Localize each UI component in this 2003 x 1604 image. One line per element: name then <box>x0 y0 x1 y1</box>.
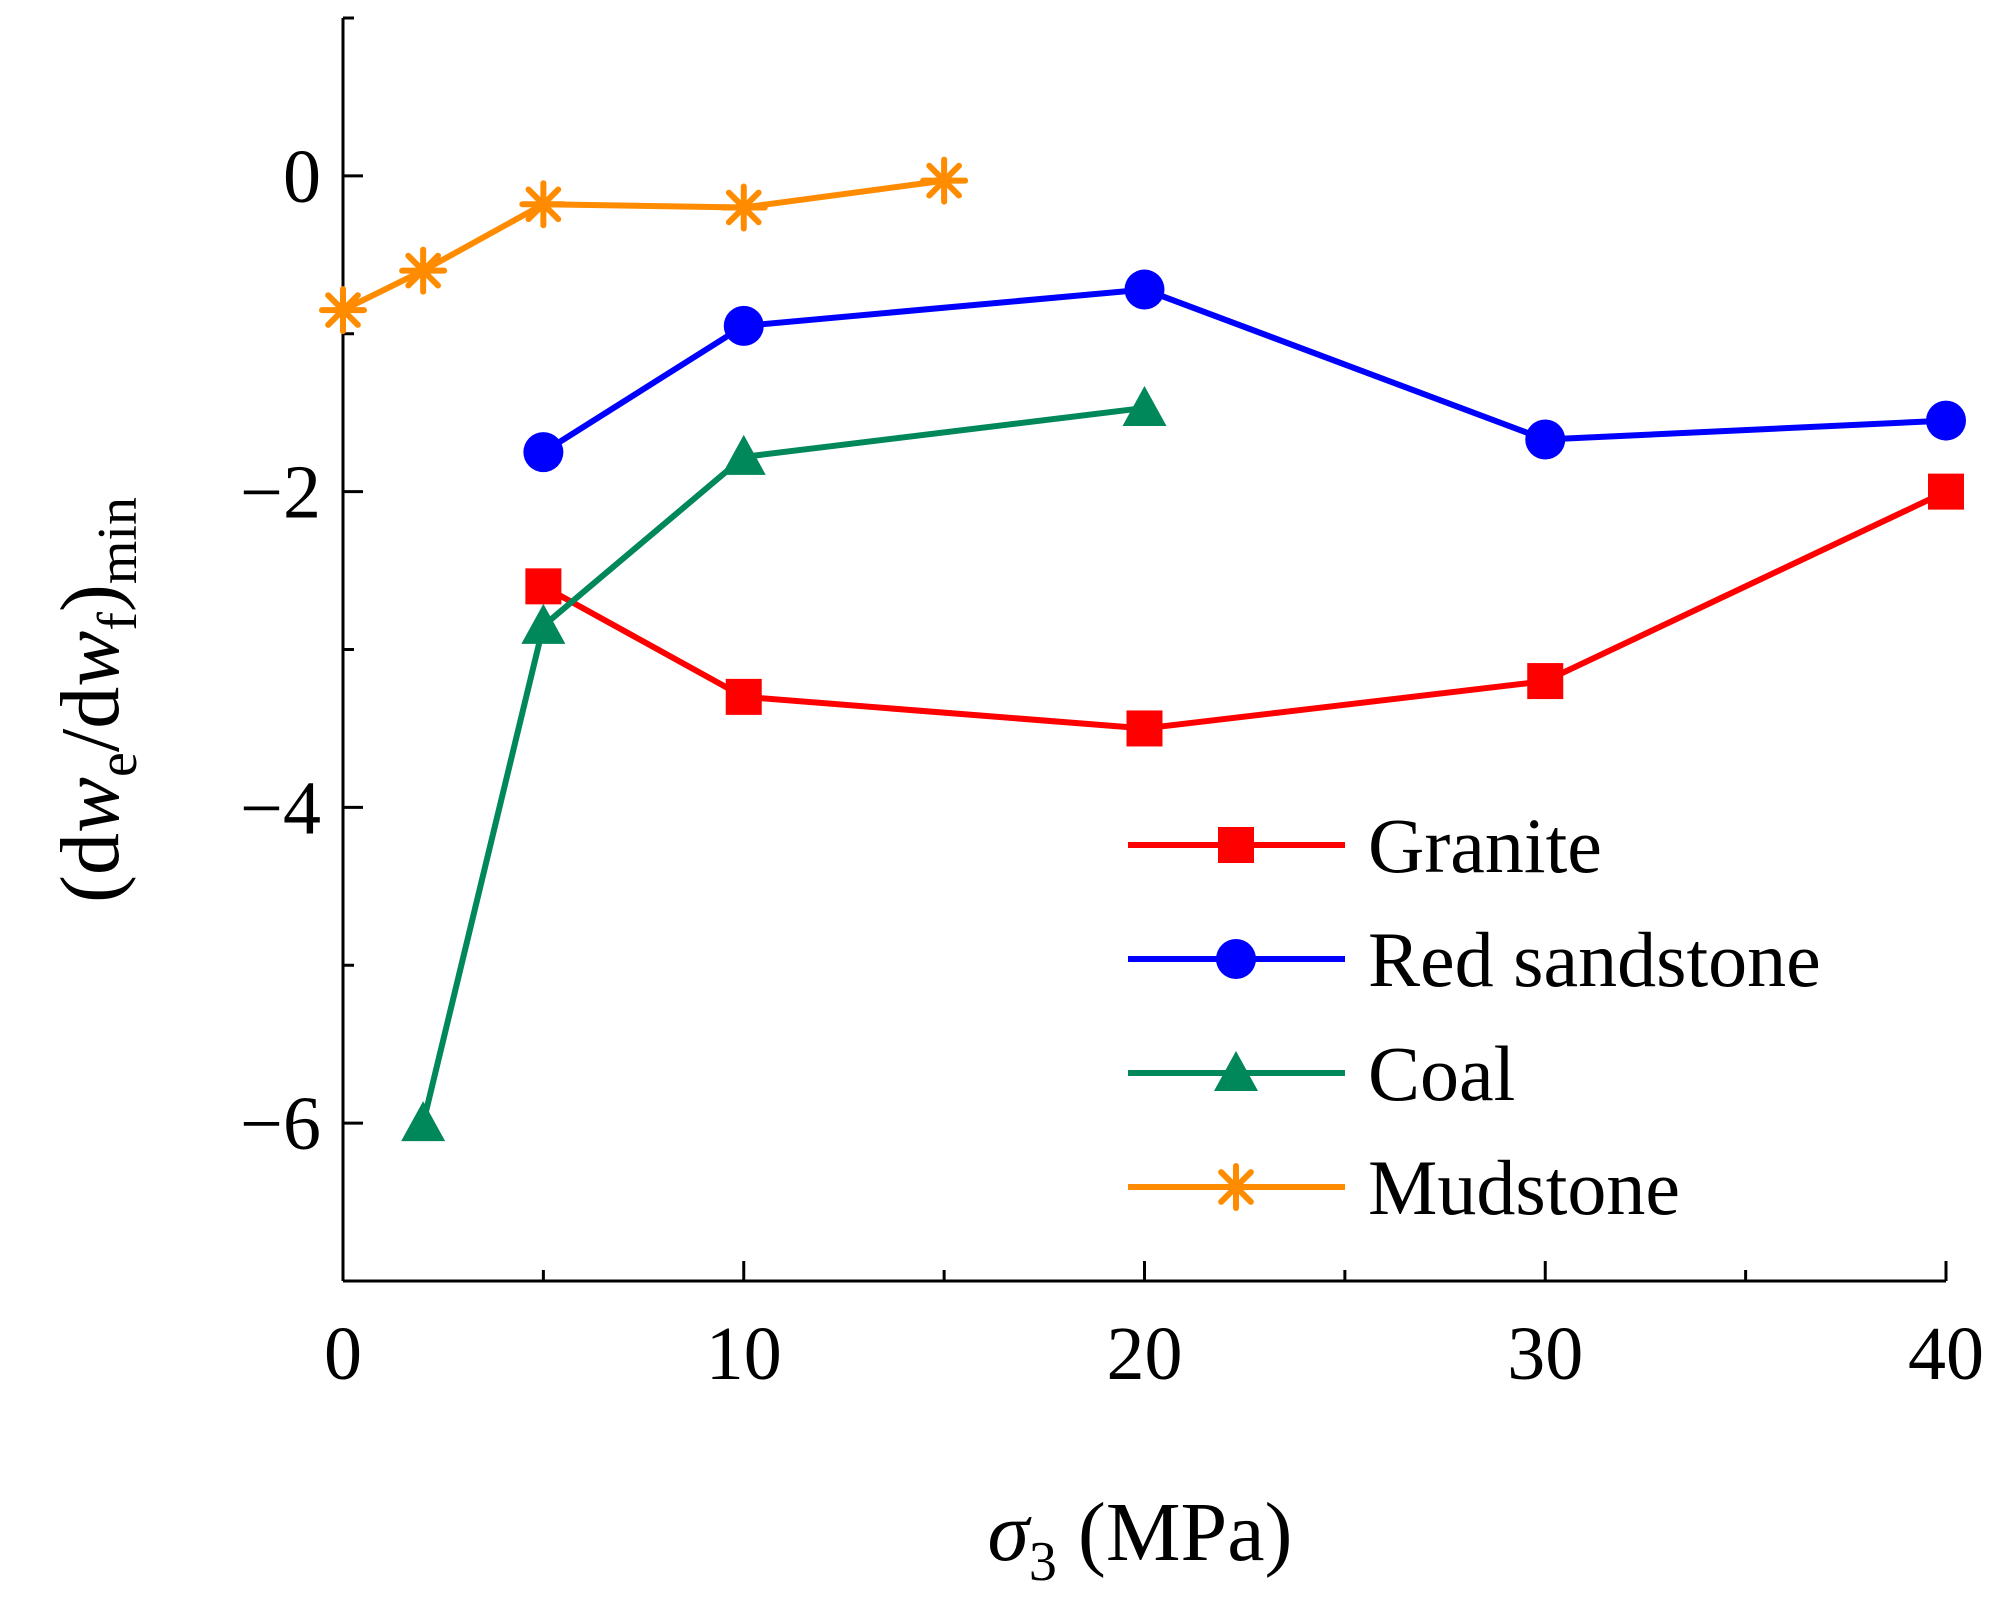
legend-item-granite: Granite <box>1128 802 1602 889</box>
data-point-coal <box>521 603 566 644</box>
x-title-symbol: σ <box>987 1486 1032 1579</box>
x-axis-title: σ3 (MPa) <box>987 1486 1292 1593</box>
data-point-red-sandstone <box>723 305 764 346</box>
series-coal <box>401 385 1167 1142</box>
legend-label: Granite <box>1368 802 1602 889</box>
data-point-red-sandstone <box>523 432 564 473</box>
axis-ticks <box>341 16 1948 1283</box>
data-point-coal <box>1122 385 1167 426</box>
data-point-granite <box>525 568 562 605</box>
legend-label: Red sandstone <box>1368 916 1821 1003</box>
data-point-red-sandstone <box>1926 400 1966 441</box>
y-tick-label: −4 <box>240 766 321 850</box>
x-tick-label: 20 <box>1107 1312 1183 1396</box>
y-tick-label: −2 <box>240 451 321 535</box>
x-tick-label: 0 <box>324 1312 362 1396</box>
data-point-red-sandstone <box>1124 269 1165 310</box>
data-point-granite <box>1527 663 1564 700</box>
x-tick-label: 10 <box>706 1312 782 1396</box>
data-point-mudstone <box>719 183 768 232</box>
legend-item-mudstone: Mudstone <box>1128 1144 1680 1231</box>
data-point-mudstone <box>920 156 969 205</box>
y-tick-label: −6 <box>240 1082 321 1166</box>
series-red-sandstone <box>523 269 1966 473</box>
legend-label: Coal <box>1368 1030 1515 1117</box>
series-layer <box>319 156 1966 1142</box>
legend-marker <box>1212 1163 1260 1211</box>
y-axis-title: (dwe/dwf)min <box>44 497 149 903</box>
legend-marker <box>1214 1051 1258 1091</box>
data-point-coal <box>401 1101 446 1142</box>
data-point-granite <box>1126 710 1163 747</box>
data-point-mudstone <box>519 180 568 229</box>
data-point-coal <box>721 434 766 475</box>
x-tick-label: 30 <box>1507 1312 1583 1396</box>
legend-marker <box>1218 827 1254 863</box>
legend-item-red-sandstone: Red sandstone <box>1128 916 1821 1003</box>
data-point-granite <box>725 678 762 715</box>
data-point-red-sandstone <box>1525 419 1566 460</box>
series-mudstone <box>319 156 969 335</box>
data-point-mudstone <box>399 246 448 295</box>
legend: Granite Red sandstone Coal Mudstone <box>1128 802 1821 1231</box>
y-tick-label: 0 <box>283 135 321 219</box>
data-point-mudstone <box>319 286 367 335</box>
series-granite <box>525 473 1964 747</box>
series-line-mudstone <box>341 177 945 313</box>
series-line-coal <box>420 404 1145 1124</box>
x-title-unit: (MPa) <box>1057 1486 1293 1579</box>
legend-marker <box>1216 939 1256 979</box>
x-title-subscript: 3 <box>1029 1531 1057 1593</box>
legend-label: Mudstone <box>1368 1144 1680 1231</box>
data-point-granite <box>1928 473 1964 510</box>
tick-labels: 0 10 20 30 40 0 −2 −4 −6 <box>240 135 1984 1396</box>
x-tick-label: 40 <box>1908 1312 1984 1396</box>
legend-item-coal: Coal <box>1128 1030 1515 1117</box>
